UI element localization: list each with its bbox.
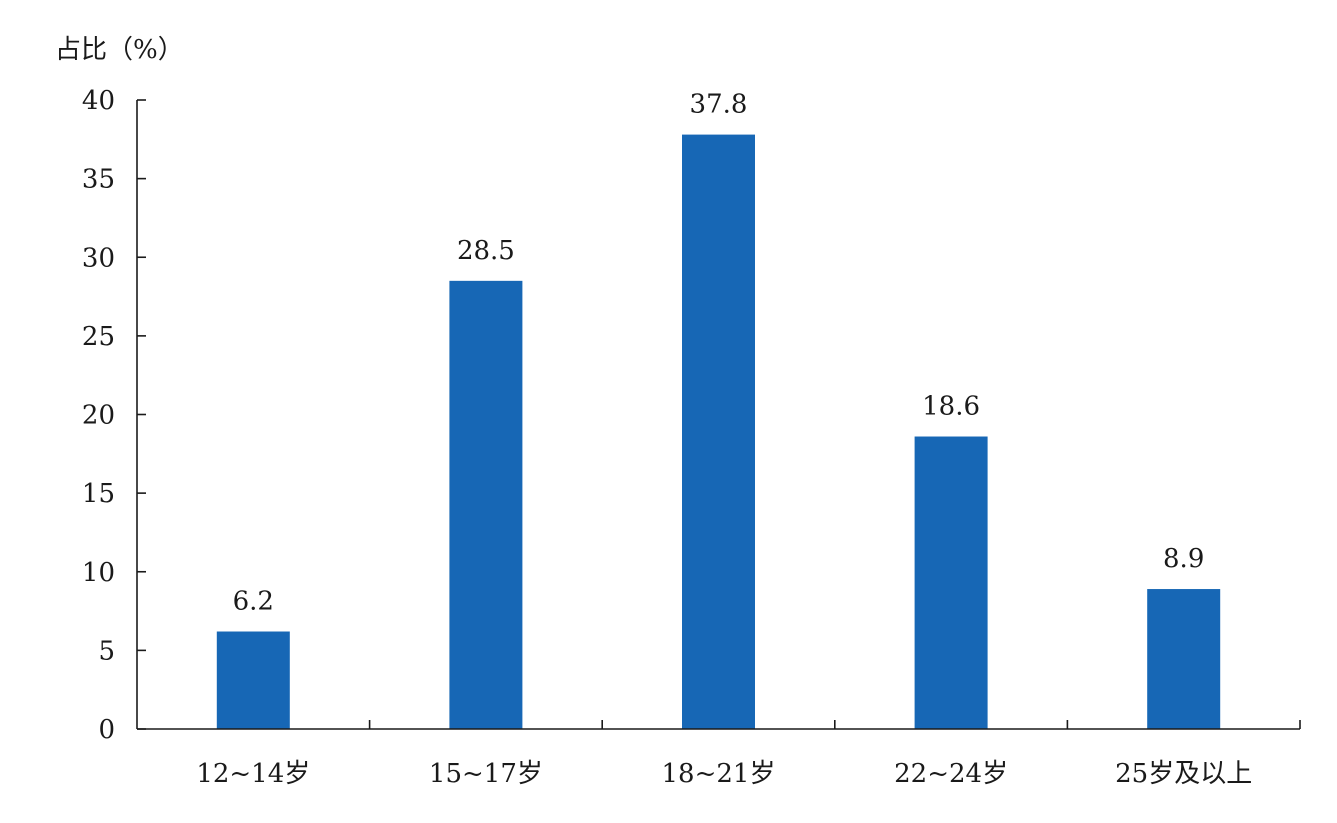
- bar: [449, 280, 523, 729]
- y-tick-label: 40: [82, 86, 115, 116]
- x-axis: 12~14岁 15~17岁 18~21岁 22~24岁 25岁及以上: [137, 720, 1301, 789]
- data-label: 8.9: [1163, 544, 1204, 574]
- y-axis: 0 5 10 15 20 25 30 35 40: [82, 86, 146, 745]
- data-label: 37.8: [690, 90, 748, 120]
- data-label: 6.2: [233, 587, 274, 617]
- bar: [914, 436, 988, 729]
- y-tick-label: 10: [82, 558, 115, 588]
- y-axis-label: 占比（%）: [55, 35, 184, 65]
- x-tick-label: 22~24岁: [894, 759, 1008, 789]
- data-label: 28.5: [457, 236, 515, 266]
- x-tick-label: 15~17岁: [429, 759, 543, 789]
- x-tick-label: 25岁及以上: [1115, 759, 1252, 789]
- y-tick-label: 5: [98, 636, 115, 666]
- bar: [216, 631, 290, 729]
- data-labels-group: 6.2 28.5 37.8 18.6 8.9: [233, 90, 1205, 617]
- y-tick-label: 0: [98, 715, 115, 745]
- data-label: 18.6: [922, 392, 980, 422]
- x-tick-label: 12~14岁: [196, 759, 310, 789]
- y-tick-label: 25: [82, 322, 115, 352]
- bars-group: [216, 134, 1221, 730]
- y-tick-label: 30: [82, 243, 115, 273]
- x-tick-label: 18~21岁: [662, 759, 776, 789]
- y-tick-label: 35: [82, 165, 115, 195]
- y-tick-label: 15: [82, 479, 115, 509]
- bar: [1147, 589, 1221, 729]
- bar: [682, 134, 755, 730]
- y-tick-label: 20: [82, 401, 115, 431]
